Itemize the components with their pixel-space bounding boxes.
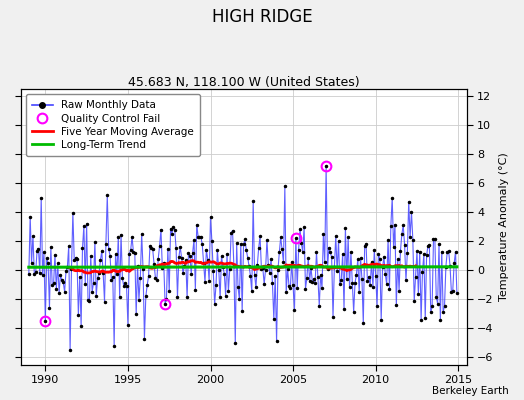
Text: Berkeley Earth: Berkeley Earth	[432, 386, 508, 396]
Text: HIGH RIDGE: HIGH RIDGE	[212, 8, 312, 26]
Title: 45.683 N, 118.100 W (United States): 45.683 N, 118.100 W (United States)	[128, 76, 359, 89]
Legend: Raw Monthly Data, Quality Control Fail, Five Year Moving Average, Long-Term Tren: Raw Monthly Data, Quality Control Fail, …	[26, 94, 200, 156]
Y-axis label: Temperature Anomaly (°C): Temperature Anomaly (°C)	[499, 152, 509, 301]
